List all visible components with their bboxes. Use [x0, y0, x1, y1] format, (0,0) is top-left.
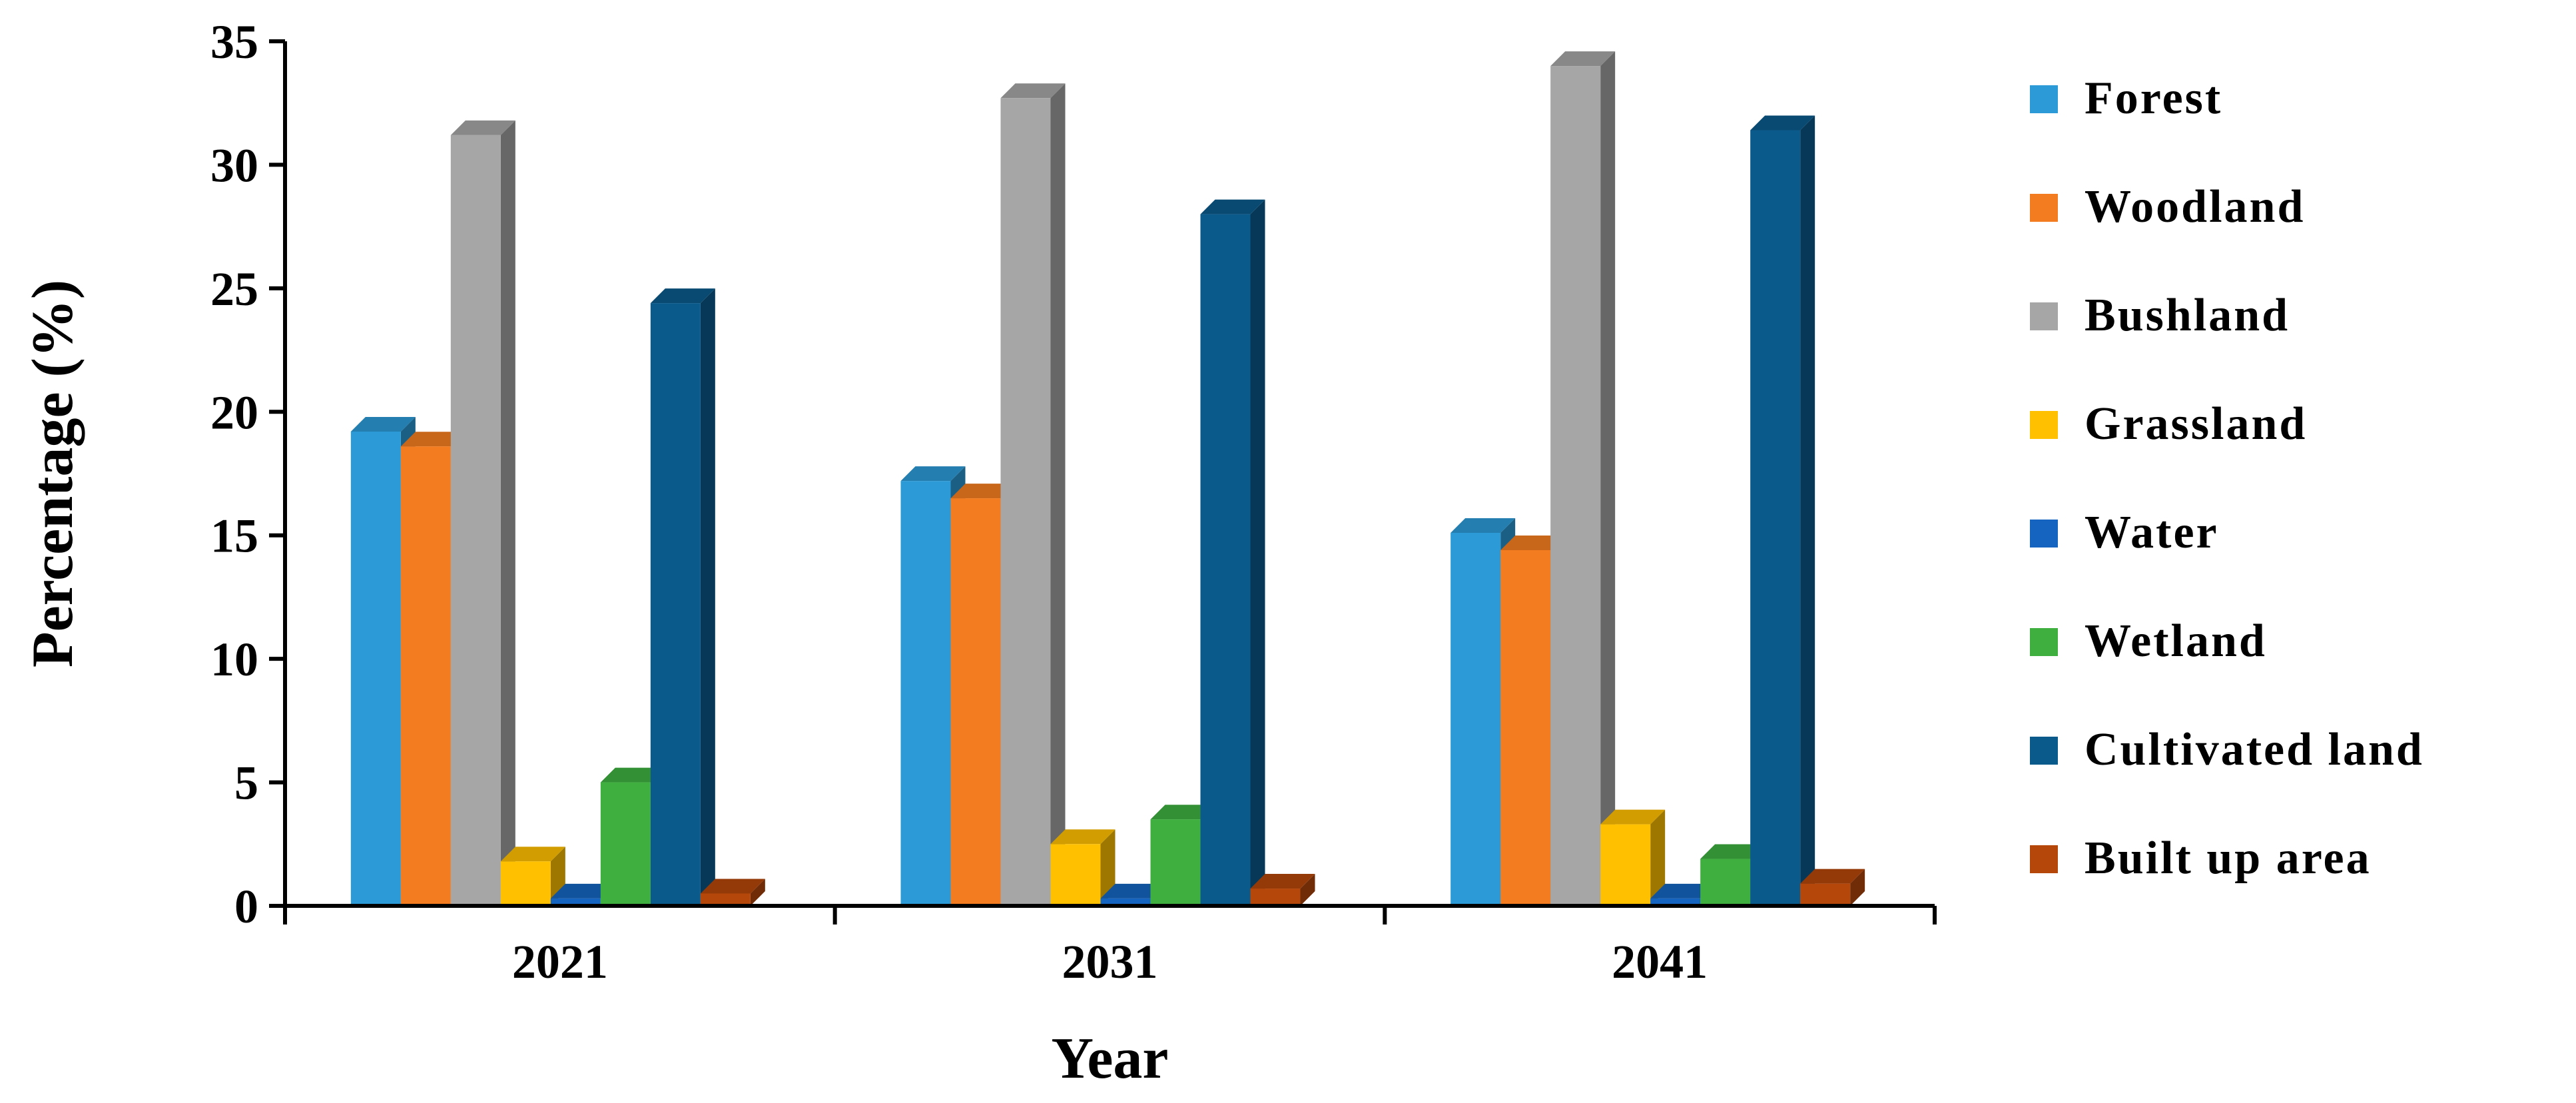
- legend-label: Built up area: [2085, 833, 2372, 884]
- legend-swatch: [2030, 628, 2058, 656]
- legend-item: Forest: [2030, 73, 2222, 124]
- bars-layer: [350, 51, 1865, 907]
- y-tick-label: 25: [210, 262, 258, 316]
- bar-grassland-2021: [500, 847, 565, 906]
- bar-bushland-2031: [1000, 83, 1066, 907]
- legend-item: Water: [2030, 507, 2219, 558]
- bar-cultivated-land-2021: [650, 288, 715, 906]
- x-axis-title: Year: [1052, 1026, 1169, 1091]
- x-tick-label: 2031: [1062, 935, 1158, 988]
- bar-built-up-area-2041: [1800, 869, 1865, 906]
- y-tick-label: 35: [210, 15, 258, 69]
- legend-swatch: [2030, 520, 2058, 548]
- legend-swatch: [2030, 411, 2058, 439]
- y-axis-title: Percentage (%): [21, 280, 85, 667]
- legend-item: Wetland: [2030, 615, 2267, 667]
- y-tick-label: 30: [210, 139, 258, 192]
- bar-cultivated-land-2031: [1200, 199, 1265, 907]
- legend-swatch: [2030, 845, 2058, 873]
- legend-label: Woodland: [2085, 181, 2305, 232]
- y-tick-label: 10: [210, 633, 258, 686]
- legend-swatch: [2030, 302, 2058, 330]
- bar-bushland-2021: [450, 120, 515, 906]
- legend-item: Built up area: [2030, 833, 2372, 884]
- y-tick-label: 5: [234, 757, 258, 810]
- bar-grassland-2031: [1050, 829, 1116, 906]
- legend-item: Grassland: [2030, 398, 2307, 450]
- legend-item: Bushland: [2030, 290, 2290, 341]
- y-tick-label: 20: [210, 386, 258, 439]
- legend-item: Cultivated land: [2030, 724, 2424, 775]
- bar-cultivated-land-2041: [1750, 115, 1815, 907]
- legend-label: Forest: [2085, 73, 2222, 124]
- legend-swatch: [2030, 737, 2058, 765]
- legend-item: Woodland: [2030, 181, 2305, 232]
- legend-label: Grassland: [2085, 398, 2307, 450]
- bar-built-up-area-2021: [700, 879, 765, 906]
- bar-grassland-2041: [1600, 809, 1666, 906]
- y-ticks: 0 5 10 15 20 25 30 35: [210, 15, 285, 933]
- x-tick-label: 2021: [512, 935, 608, 988]
- legend: Forest Woodland Bushland Grassland Water Wetl…: [2030, 73, 2424, 884]
- y-tick-label: 15: [210, 510, 258, 563]
- legend-swatch: [2030, 85, 2058, 113]
- bar-built-up-area-2031: [1250, 874, 1315, 906]
- legend-label: Cultivated land: [2085, 724, 2424, 775]
- legend-swatch: [2030, 194, 2058, 222]
- y-tick-label: 0: [234, 880, 258, 933]
- bar-bushland-2041: [1550, 51, 1616, 907]
- legend-label: Water: [2085, 507, 2219, 558]
- legend-label: Bushland: [2085, 290, 2290, 341]
- axes-layer: [283, 41, 1935, 908]
- legend-label: Wetland: [2085, 615, 2267, 667]
- x-tick-label: 2041: [1612, 935, 1708, 988]
- x-ticks: 2021 2031 2041: [283, 906, 1937, 988]
